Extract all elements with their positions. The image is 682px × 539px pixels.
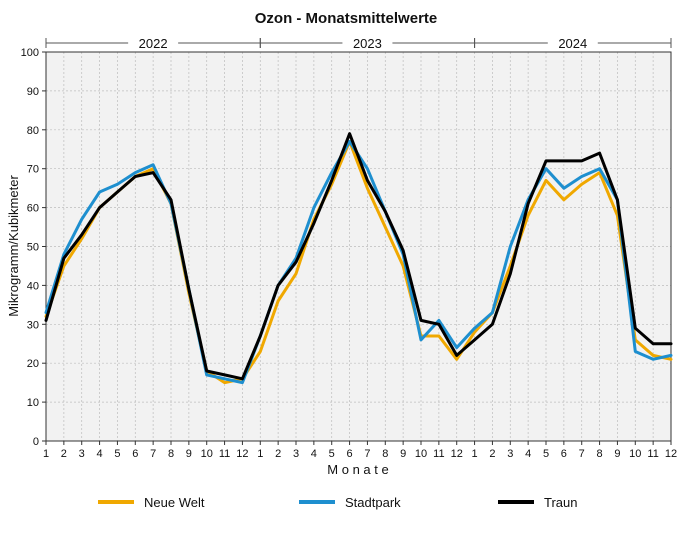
x-tick-label: 7 [150,448,156,460]
year-band: 2022 2023 2024 [45,36,672,51]
x-tick-label: 3 [507,448,513,460]
x-tick-label: 9 [400,448,406,460]
x-tick-label: 2 [61,448,67,460]
x-tick-label: 8 [168,448,174,460]
x-tick-label: 6 [347,448,353,460]
x-tick-label: 11 [433,448,444,460]
x-tick-label: 8 [382,448,388,460]
series-lines [44,132,673,385]
y-tick-label: 60 [27,203,39,215]
y-tick-label: 40 [27,280,39,292]
x-tick-label: 12 [665,448,677,460]
legend-label: Stadtpark [345,495,401,510]
grid-lines [45,51,672,442]
chart-title: Ozon - Monatsmittelwerte [255,10,438,27]
year-label: 2022 [139,36,168,51]
x-tick-label: 10 [201,448,213,460]
series-line-neue-welt [44,140,673,385]
legend-label: Traun [544,495,577,510]
x-tick-label: 5 [329,448,335,460]
x-tick-label: 10 [415,448,427,460]
x-tick-label: 9 [614,448,620,460]
y-axis-label: Mikrogramm/Kubikmeter [6,175,21,317]
y-tick-label: 90 [27,86,39,98]
x-tick-label: 1 [472,448,478,460]
year-label: 2024 [558,36,587,51]
y-axis-ticks: 0 10 20 30 40 50 60 70 80 90 100 [21,47,46,448]
y-tick-label: 100 [21,47,39,59]
x-tick-label: 3 [293,448,299,460]
x-tick-label: 10 [629,448,641,460]
x-tick-label: 7 [364,448,370,460]
x-axis-label: M o n a t e [327,462,388,477]
x-tick-label: 6 [561,448,567,460]
x-tick-label: 4 [97,448,103,460]
x-tick-label: 9 [186,448,192,460]
y-tick-label: 30 [27,319,39,331]
year-label: 2023 [353,36,382,51]
x-tick-label: 4 [311,448,317,460]
y-tick-label: 10 [27,397,39,409]
y-tick-label: 0 [33,436,39,448]
legend-label: Neue Welt [144,495,205,510]
x-tick-label: 1 [257,448,263,460]
x-tick-label: 11 [219,448,230,460]
y-tick-label: 70 [27,164,39,176]
x-tick-label: 5 [114,448,120,460]
x-tick-label: 12 [451,448,463,460]
x-tick-label: 4 [525,448,531,460]
y-tick-label: 50 [27,242,39,254]
x-tick-label: 11 [647,448,658,460]
x-tick-label: 6 [132,448,138,460]
x-tick-label: 5 [543,448,549,460]
x-tick-label: 12 [236,448,248,460]
y-tick-label: 80 [27,125,39,137]
series-line-traun [44,132,673,381]
x-tick-label: 8 [597,448,603,460]
x-tick-label: 2 [275,448,281,460]
legend: Neue Welt Stadtpark Traun [98,495,577,510]
x-tick-label: 3 [79,448,85,460]
x-tick-label: 7 [579,448,585,460]
x-axis-ticks: 1 2 3 4 5 6 7 8 9 10 11 12 1 2 3 4 5 6 7 8 9 10 11 12 1 2 3 4 5 6 7 8 9 1… [43,441,677,460]
x-tick-label: 2 [489,448,495,460]
y-tick-label: 20 [27,358,39,370]
x-tick-label: 1 [43,448,49,460]
